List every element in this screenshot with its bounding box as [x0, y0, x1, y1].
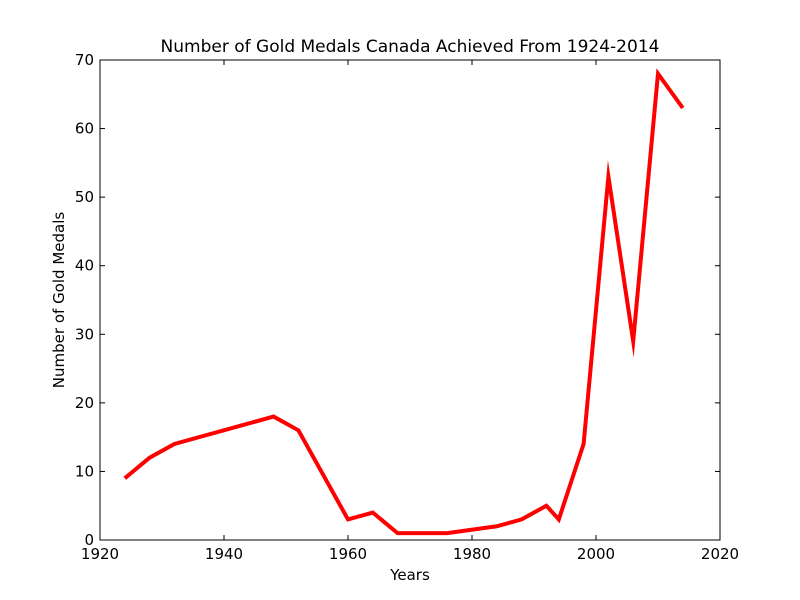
x-tick-label: 2020 — [701, 545, 739, 563]
y-tick-label: 50 — [75, 188, 94, 206]
y-tick-label: 0 — [84, 531, 94, 549]
x-axis-label: Years — [389, 566, 430, 584]
y-tick-label: 40 — [75, 257, 94, 275]
x-tick-label: 1980 — [453, 545, 491, 563]
plot-frame — [99, 59, 721, 541]
x-tick-label: 1940 — [205, 545, 243, 563]
x-tick-label: 2000 — [577, 545, 615, 563]
y-axis-label: Number of Gold Medals — [50, 212, 68, 389]
chart-title: Number of Gold Medals Canada Achieved Fr… — [161, 37, 660, 57]
x-tick-label: 1960 — [329, 545, 367, 563]
y-tick-label: 60 — [75, 120, 94, 138]
y-tick-label: 20 — [75, 394, 94, 412]
y-tick-label: 30 — [75, 325, 94, 343]
y-tick-label: 10 — [75, 462, 94, 480]
x-tick-label: 1920 — [81, 545, 119, 563]
series-line — [123, 68, 685, 536]
y-tick-label: 70 — [75, 51, 94, 69]
